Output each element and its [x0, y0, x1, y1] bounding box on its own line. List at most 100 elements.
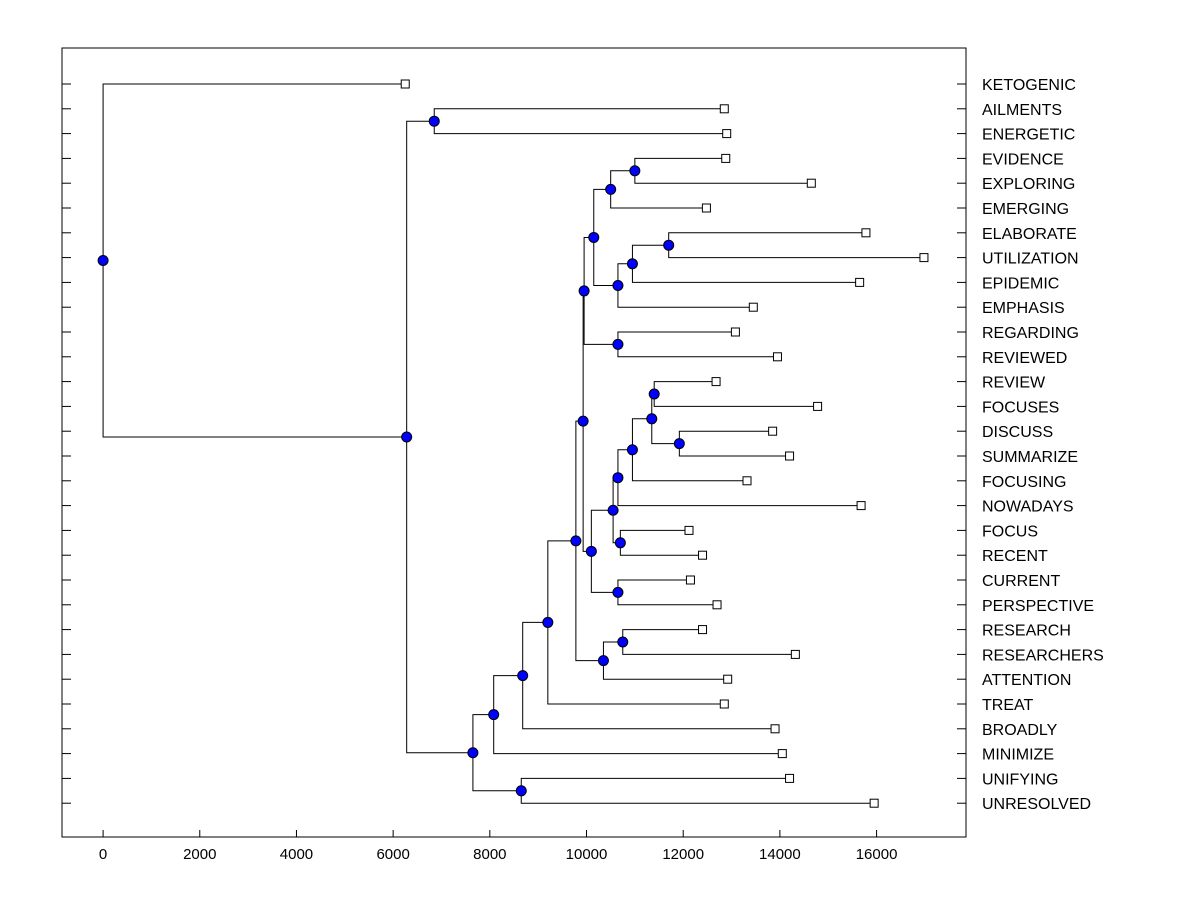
- link-m20: [602, 641, 728, 680]
- leaf-label-current: CURRENT: [982, 573, 1060, 590]
- leaf-label-unifying: UNIFYING: [982, 771, 1058, 788]
- node-m18: [577, 415, 589, 427]
- link-m4: [631, 244, 860, 283]
- leaf-marker-unresolved: [869, 798, 879, 808]
- y-axis-ticks: [62, 83, 966, 804]
- leaf-marker-current: [685, 575, 695, 585]
- leaf-marker-regarding: [730, 327, 740, 337]
- leaf-label-regarding: REGARDING: [982, 325, 1079, 342]
- node-m16: [612, 586, 624, 598]
- leaf-marker-emphasis: [748, 302, 758, 312]
- leaf-marker-epidemic: [855, 277, 865, 287]
- leaf-label-perspective: PERSPECTIVE: [982, 598, 1094, 615]
- link-m28: [406, 120, 473, 754]
- leaf-marker-utilization: [919, 253, 929, 263]
- x-tick-label-14000: 14000: [759, 846, 801, 863]
- leaf-marker-focuses: [813, 401, 823, 411]
- link-m23: [522, 621, 776, 730]
- leaf-marker-treat: [719, 699, 729, 709]
- leaf-label-recent: RECENT: [982, 548, 1048, 565]
- link-m27: [433, 108, 727, 135]
- leaf-label-attention: ATTENTION: [982, 672, 1071, 689]
- link-m29: [102, 83, 407, 438]
- leaf-label-focusing: FOCUSING: [982, 474, 1066, 491]
- leaf-marker-energetic: [722, 129, 732, 139]
- node-m11: [646, 413, 658, 425]
- leaf-label-ketogenic: KETOGENIC: [982, 77, 1076, 94]
- leaf-marker-summarize: [785, 451, 795, 461]
- leaf-marker-ailments: [719, 104, 729, 114]
- link-m25: [520, 777, 875, 804]
- node-m5: [612, 280, 624, 291]
- link-m26: [472, 714, 522, 792]
- x-tick-label-8000: 8000: [473, 846, 506, 863]
- node-m10: [673, 438, 685, 450]
- node-m25: [515, 785, 527, 797]
- leaf-marker-focusing: [742, 476, 752, 486]
- x-tick-label-16000: 16000: [856, 846, 898, 863]
- node-m12: [626, 444, 638, 456]
- leaf-label-summarize: SUMMARIZE: [982, 449, 1078, 466]
- node-m2: [605, 183, 617, 195]
- leaf-label-reviewed: REVIEWED: [982, 350, 1067, 367]
- merge-nodes: [97, 115, 685, 797]
- leaf-marker-review: [711, 377, 721, 387]
- leaf-marker-researchers: [790, 649, 800, 659]
- leaf-marker-unifying: [785, 773, 795, 783]
- plot-frame: [61, 47, 967, 838]
- leaf-marker-attention: [723, 674, 733, 684]
- node-m3: [663, 239, 675, 251]
- leaf-marker-focus: [684, 525, 694, 535]
- leaf-marker-perspective: [712, 600, 722, 610]
- x-tick-label-6000: 6000: [376, 846, 409, 863]
- leaf-marker-reviewed: [772, 352, 782, 362]
- leaf-label-ailments: AILMENTS: [982, 102, 1062, 119]
- node-m4: [626, 258, 638, 270]
- x-tick-label-4000: 4000: [280, 846, 313, 863]
- leaf-label-utilization: UTILIZATION: [982, 251, 1079, 268]
- leaf-label-evidence: EVIDENCE: [982, 151, 1064, 168]
- link-m12: [631, 418, 748, 482]
- leaf-marker-elaborate: [861, 228, 871, 238]
- leaf-marker-broadly: [770, 724, 780, 734]
- leaf-label-researchers: RESEARCHERS: [982, 647, 1104, 664]
- node-m20: [597, 655, 609, 667]
- leaf-label-energetic: ENERGETIC: [982, 127, 1075, 144]
- node-m14: [614, 537, 626, 549]
- link-m19: [622, 629, 796, 655]
- leaf-label-emphasis: EMPHASIS: [982, 300, 1065, 317]
- link-m7: [617, 331, 778, 358]
- leaf-label-exploring: EXPLORING: [982, 176, 1075, 193]
- leaf-label-unresolved: UNRESOLVED: [982, 796, 1091, 813]
- x-axis: 0 2000 4000 6000 8000 10000 12000 14000 16000: [99, 830, 898, 863]
- link-m3: [668, 232, 924, 259]
- x-tick-label-12000: 12000: [662, 846, 704, 863]
- node-m9: [648, 388, 660, 400]
- leaf-label-minimize: MINIMIZE: [982, 747, 1054, 764]
- node-m8: [578, 285, 590, 297]
- x-tick-label-10000: 10000: [566, 846, 608, 863]
- leaf-label-elaborate: ELABORATE: [982, 226, 1077, 243]
- leaf-markers: [400, 79, 929, 808]
- x-tick-label-0: 0: [99, 846, 107, 863]
- leaf-marker-exploring: [806, 178, 816, 188]
- leaf-marker-discuss: [768, 426, 778, 436]
- node-m29: [97, 254, 109, 266]
- link-m13: [617, 449, 862, 507]
- link-m16: [617, 579, 718, 606]
- leaf-label-discuss: DISCUSS: [982, 424, 1053, 441]
- link-m24: [493, 675, 783, 755]
- leaf-labels: KETOGENIC AILMENTS ENERGETIC EVIDENCE EXPLOR…: [982, 77, 1104, 813]
- node-m27: [428, 115, 440, 127]
- node-m17: [585, 545, 597, 557]
- node-m22: [542, 616, 554, 628]
- node-m21: [570, 535, 582, 547]
- link-m9: [653, 381, 818, 407]
- leaf-label-treat: TREAT: [982, 697, 1033, 714]
- node-m6: [588, 231, 600, 243]
- node-m13: [612, 472, 624, 484]
- leaf-marker-research: [698, 625, 708, 635]
- link-m5: [617, 263, 754, 308]
- leaf-label-epidemic: EPIDEMIC: [982, 275, 1059, 292]
- leaf-marker-evidence: [721, 153, 731, 163]
